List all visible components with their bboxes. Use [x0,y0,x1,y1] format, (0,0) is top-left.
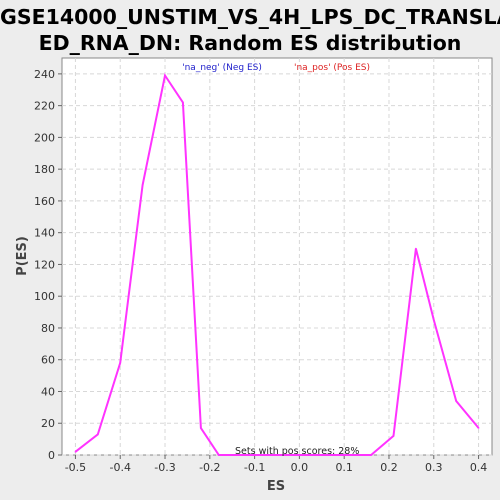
data-point [200,427,202,429]
data-point [320,454,323,456]
data-point [477,427,480,429]
x-tick-label: -0.5 [65,461,86,474]
data-point [182,101,184,104]
data-point [392,435,395,437]
y-tick-label: 80 [41,322,55,335]
y-tick-label: 0 [48,449,55,462]
chart-title-line-1: GSE14000_UNSTIM_VS_4H_LPS_DC_TRANSLAT [0,5,500,29]
y-tick-label: 40 [41,385,55,398]
legend-entry: 'na_pos' (Pos ES) [294,63,370,73]
data-point [74,451,77,453]
data-point [119,362,122,364]
x-axis: -0.5 -0.4 -0.3 -0.2 -0.1 0.0 0.1 0.2 0.3 0.4 [65,455,488,474]
data-point [432,319,435,321]
data-point [276,454,278,456]
es-distribution-line [74,72,480,456]
y-tick-label: 220 [34,100,55,113]
x-axis-label: ES [267,479,285,494]
plot-area [61,57,493,456]
grid [62,58,492,456]
data-point [141,184,144,186]
chart-title: GSE14000_UNSTIM_VS_4H_LPS_DC_TRANSLAT ED… [0,4,500,56]
y-tick-label: 240 [34,68,55,81]
y-tick-label: 120 [34,258,55,271]
y-axis: 0 20 40 60 80 100 120 140 160 180 200 220 240 [34,68,62,462]
y-tick-label: 20 [41,417,55,430]
series-layer [74,72,480,456]
x-tick-label: 0.3 [425,461,443,474]
legend-entry: 'na_neg' (Neg ES) [182,63,262,73]
x-tick-label: -0.2 [199,461,220,474]
data-point [343,454,345,456]
legend: 'na_neg' (Neg ES) 'na_pos' (Pos ES) [182,63,370,73]
x-tick-label: 0.0 [291,461,309,474]
x-tick-label: 0.1 [335,461,353,474]
chart-title-line-2: ED_RNA_DN: Random ES distribution [38,31,462,55]
data-point [217,454,220,456]
annotation-text: Sets with pos scores: 28% [235,446,359,457]
y-tick-label: 60 [41,354,55,367]
x-tick-label: 0.4 [470,461,488,474]
data-point [298,454,301,456]
y-tick-label: 140 [34,227,55,240]
y-tick-label: 160 [34,195,55,208]
data-point [231,454,234,456]
y-axis-label: P(ES) [15,236,30,276]
x-tick-label: -0.4 [109,461,130,474]
data-point [455,400,457,402]
x-tick-label: 0.2 [380,461,398,474]
x-tick-label: -0.1 [244,461,265,474]
y-tick-label: 200 [34,131,55,144]
data-point [415,247,417,250]
y-tick-label: 180 [34,163,55,176]
data-point [97,433,99,436]
x-tick-label: -0.3 [154,461,175,474]
data-point [164,74,166,77]
data-point [370,454,372,456]
y-tick-label: 100 [34,290,55,303]
data-point [253,454,256,456]
